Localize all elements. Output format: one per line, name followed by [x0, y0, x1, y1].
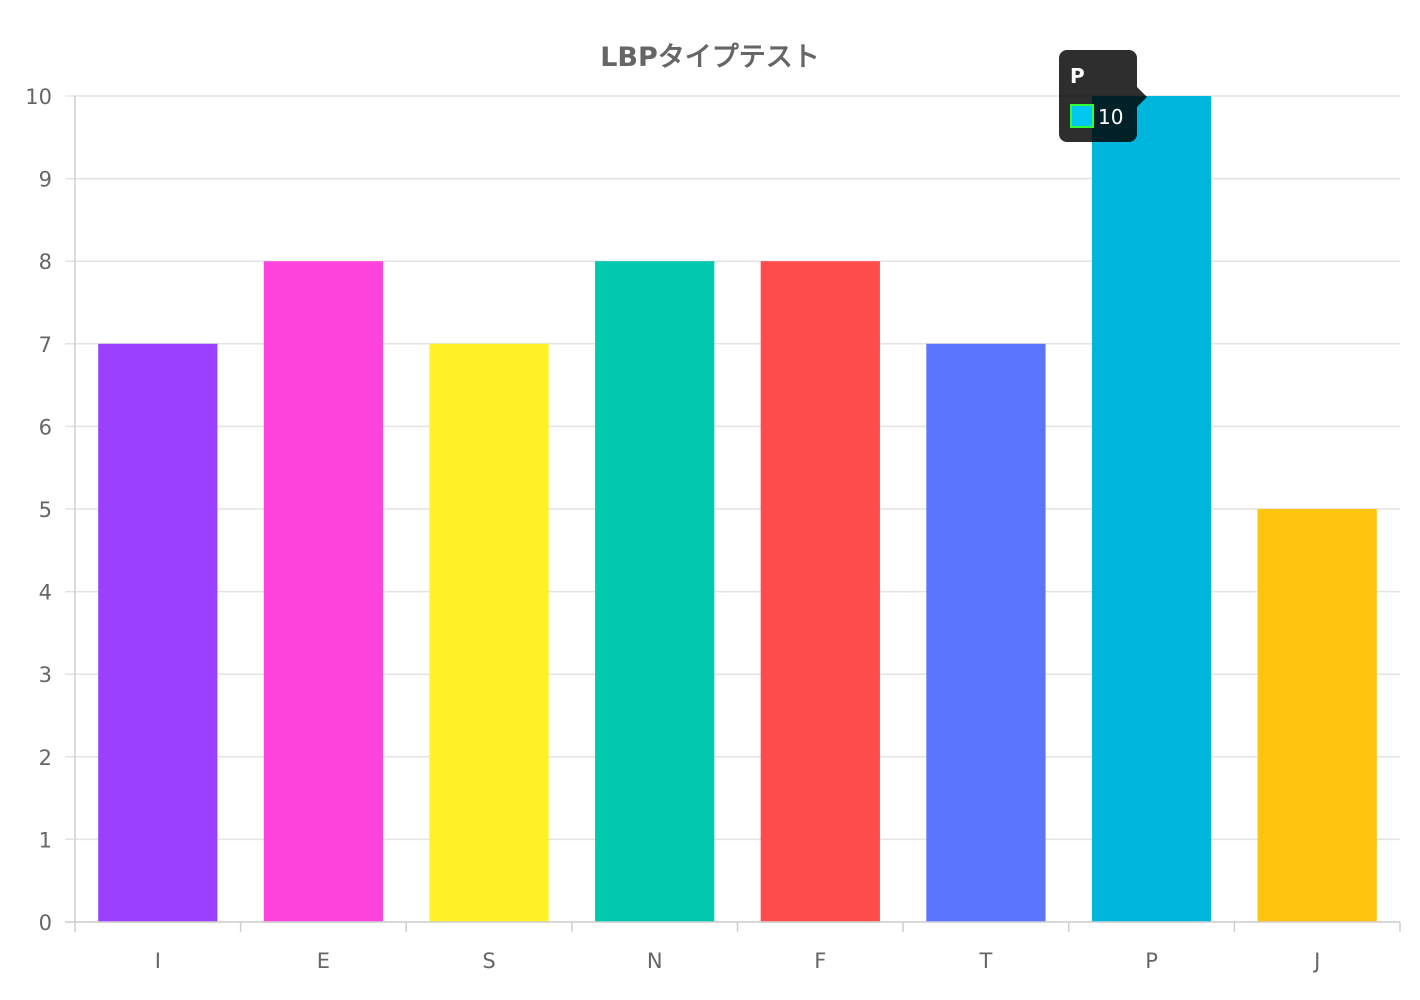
axes: 0 1 2 3 4 5 6 7 8 9 10 I E S N F T P J [25, 85, 1401, 973]
x-tick-label: J [1312, 949, 1320, 973]
bar-p [1091, 96, 1212, 922]
y-tick-label: 7 [39, 333, 52, 357]
x-tick-label: P [1145, 949, 1158, 973]
tooltip-color-swatch [1070, 104, 1094, 128]
y-tick-label: 1 [39, 828, 52, 852]
bar-j [1257, 509, 1377, 922]
x-tick-label: I [155, 949, 161, 973]
tooltip-title: P [1070, 64, 1085, 88]
x-tick-label: F [814, 949, 826, 973]
y-tick-label: 5 [39, 498, 52, 522]
y-tick-label: 8 [39, 250, 52, 274]
bar-s [429, 343, 549, 922]
x-tick-label: S [482, 949, 495, 973]
tooltip: P 10 [1059, 50, 1147, 142]
x-tick-label: N [647, 949, 663, 973]
bar-n [595, 261, 715, 922]
bar-t [926, 343, 1046, 922]
bar-f [760, 261, 880, 922]
bar-i [98, 343, 218, 922]
y-tick-label: 4 [39, 581, 52, 605]
y-tick-label: 2 [39, 746, 52, 770]
y-tick-label: 6 [39, 415, 52, 439]
tooltip-value: 10 [1098, 105, 1123, 129]
x-tick-label: E [317, 949, 330, 973]
x-tick-label: T [979, 949, 993, 973]
y-tick-label: 10 [25, 85, 52, 109]
tooltip-caret [1137, 87, 1147, 107]
y-tick-label: 0 [39, 911, 52, 935]
chart-title: LBPタイプテスト [600, 42, 820, 73]
bars [98, 96, 1377, 922]
y-tick-label: 9 [39, 168, 52, 192]
y-tick-label: 3 [39, 663, 52, 687]
bar-e [263, 261, 384, 922]
